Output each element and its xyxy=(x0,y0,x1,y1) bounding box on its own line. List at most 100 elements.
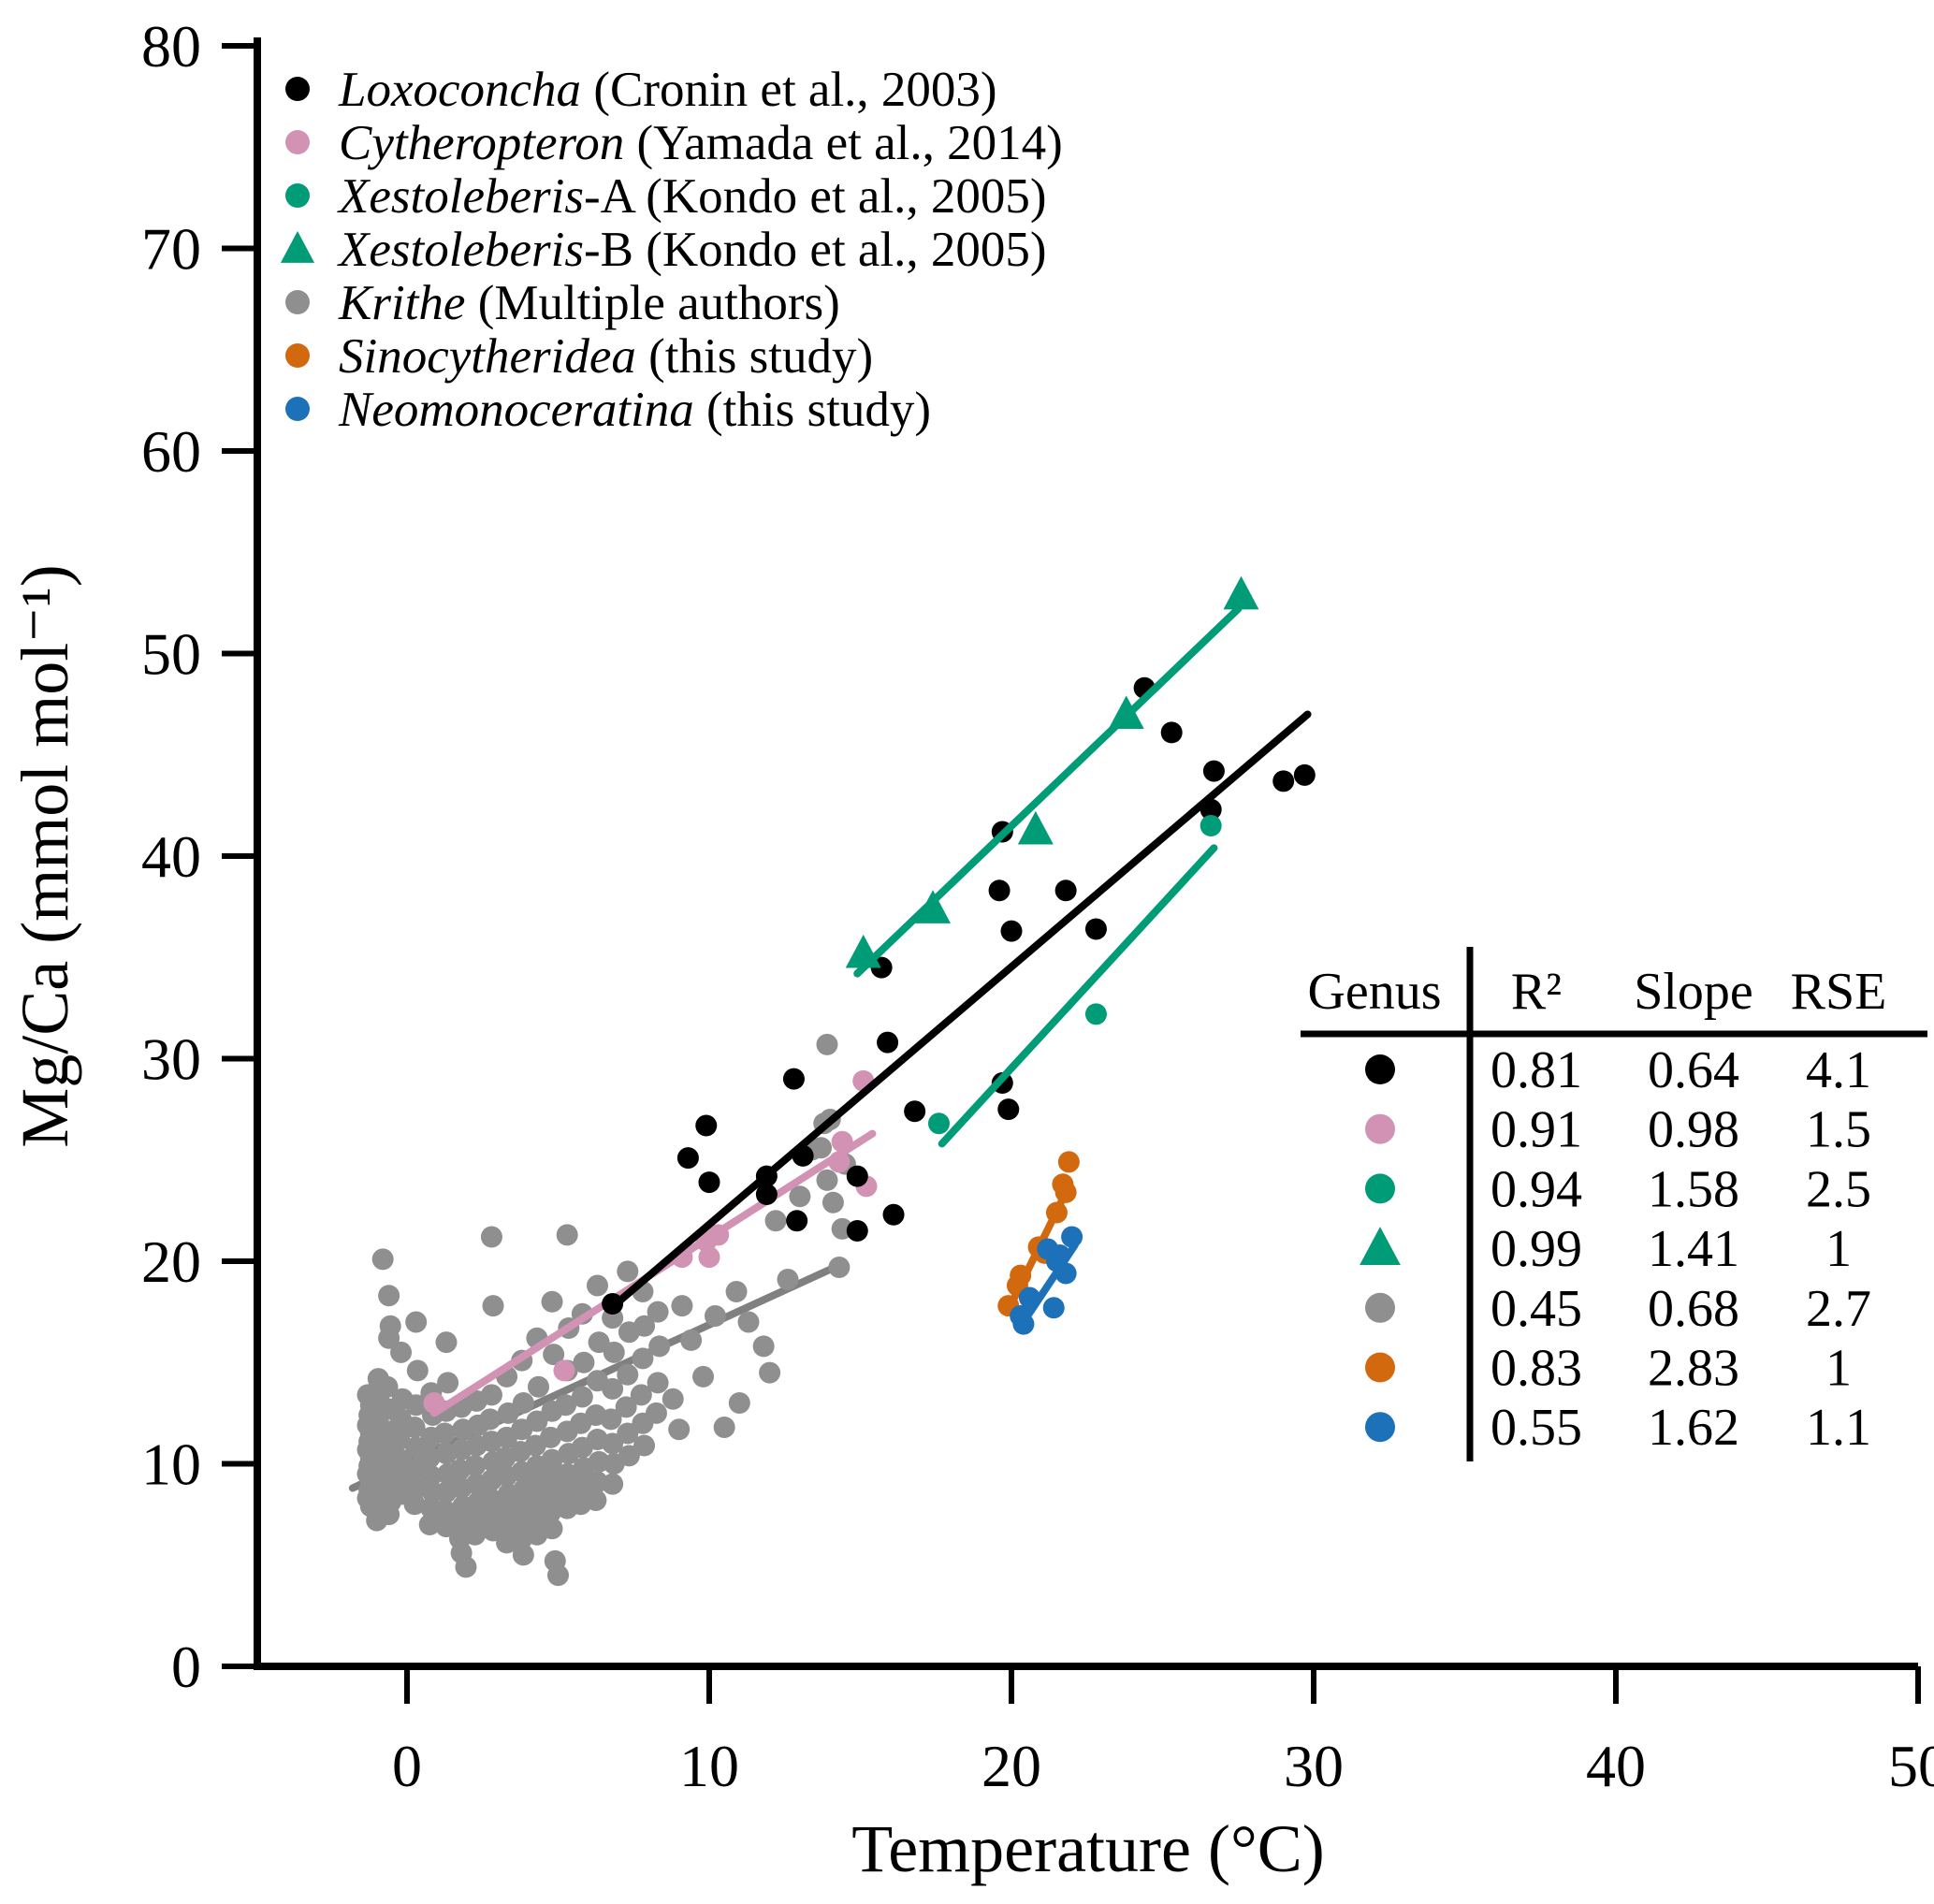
table-header-rse: RSE xyxy=(1791,963,1887,1021)
table-header-r2: R² xyxy=(1511,963,1562,1021)
data-point xyxy=(698,1246,720,1269)
axes: 0 10 20 30 40 50 0 10 20 30 40 50 60 70 80 xyxy=(141,13,1934,1799)
table-row-cytheropteron: 0.91 0.98 1.5 xyxy=(1365,1101,1871,1159)
legend: Loxoconcha (Cronin et al., 2003)Cytherop… xyxy=(280,63,1063,437)
data-point xyxy=(586,1274,608,1297)
data-point xyxy=(828,1256,851,1278)
legend-item-loxoconcha: Loxoconcha (Cronin et al., 2003) xyxy=(285,63,997,117)
table-row-loxoconcha: 0.81 0.64 4.1 xyxy=(1365,1041,1871,1099)
data-point xyxy=(1057,1151,1080,1173)
data-point-triangle xyxy=(1223,575,1259,610)
x-tick-label: 0 xyxy=(392,1733,422,1799)
data-point xyxy=(464,1455,487,1477)
data-point xyxy=(816,1033,838,1055)
data-point xyxy=(1200,798,1222,821)
data-point xyxy=(403,1417,426,1439)
data-point xyxy=(405,1311,428,1333)
y-tick-label: 30 xyxy=(141,1026,201,1093)
data-point xyxy=(603,1341,625,1363)
y-tick-label: 60 xyxy=(141,418,201,485)
data-point xyxy=(1010,1264,1032,1286)
data-point xyxy=(602,1473,624,1495)
data-point xyxy=(405,1476,428,1499)
data-point xyxy=(1084,1003,1107,1025)
table-cell-slope: 2.83 xyxy=(1648,1340,1739,1398)
table-cell-rse: 1.1 xyxy=(1806,1399,1871,1457)
data-point xyxy=(904,1100,926,1123)
data-point xyxy=(997,1098,1020,1121)
series-loxoconcha xyxy=(602,676,1316,1315)
data-point xyxy=(1293,763,1316,786)
data-point xyxy=(988,879,1011,902)
data-point xyxy=(541,1518,563,1540)
data-point xyxy=(556,1462,578,1485)
x-tick-label: 20 xyxy=(982,1733,1041,1799)
data-point xyxy=(1049,1244,1071,1267)
table-circle-marker-icon xyxy=(1365,1412,1395,1443)
regression-line-loxoconcha xyxy=(615,710,1312,1306)
x-tick-label: 30 xyxy=(1284,1733,1344,1799)
legend-label: Krithe (Multiple authors) xyxy=(338,276,840,330)
data-point xyxy=(737,1311,760,1333)
data-point xyxy=(828,1151,851,1173)
y-tick-label: 0 xyxy=(171,1634,201,1700)
data-point xyxy=(555,1394,577,1417)
data-point xyxy=(617,1422,639,1445)
data-point xyxy=(810,1137,833,1159)
data-point xyxy=(437,1372,459,1394)
legend-circle-marker-icon xyxy=(285,343,310,368)
table-cell-slope: 0.68 xyxy=(1648,1280,1739,1338)
data-point xyxy=(541,1290,563,1313)
data-point xyxy=(528,1375,550,1398)
data-point xyxy=(1084,918,1107,940)
legend-circle-marker-icon xyxy=(285,183,310,208)
table-row-neomonoceratina: 0.55 1.62 1.1 xyxy=(1365,1399,1871,1457)
data-point xyxy=(588,1331,610,1354)
legend-label: Sinocytheridea (this study) xyxy=(339,329,873,384)
legend-item-cytheropteron: Cytheropteron (Yamada et al., 2014) xyxy=(285,116,1063,170)
legend-circle-marker-icon xyxy=(285,130,310,154)
data-point xyxy=(752,1335,775,1358)
data-point xyxy=(555,1481,577,1504)
data-point xyxy=(755,1184,778,1206)
data-point-triangle xyxy=(915,890,952,923)
y-tick-label: 40 xyxy=(141,823,201,890)
data-point xyxy=(433,1422,456,1445)
table-triangle-marker-icon xyxy=(1360,1227,1401,1266)
data-point xyxy=(632,1347,654,1370)
legend-label: Xestoleberis-B (Kondo et al., 2005) xyxy=(337,223,1047,277)
data-point xyxy=(792,1144,814,1167)
table-cell-r2: 0.94 xyxy=(1490,1160,1582,1218)
table-row-krithe: 0.45 0.68 2.7 xyxy=(1365,1280,1871,1338)
legend-label: Xestoleberis-A (Kondo et al., 2005) xyxy=(337,169,1047,224)
data-point xyxy=(482,1295,504,1317)
table-cell-r2: 0.91 xyxy=(1490,1101,1582,1159)
y-tick-label: 80 xyxy=(141,13,201,80)
data-point xyxy=(846,1220,868,1243)
legend-item-xestoleberis-B: Xestoleberis-B (Kondo et al., 2005) xyxy=(280,223,1047,277)
table-cell-rse: 4.1 xyxy=(1806,1041,1871,1099)
series-krithe xyxy=(348,1033,856,1587)
data-point xyxy=(455,1556,477,1578)
legend-item-neomonoceratina: Neomonoceratina (this study) xyxy=(285,383,931,437)
data-point xyxy=(671,1295,693,1317)
data-series xyxy=(348,575,1316,1587)
data-point xyxy=(882,1203,905,1226)
data-point xyxy=(435,1331,458,1354)
data-point xyxy=(698,1171,720,1194)
table-circle-marker-icon xyxy=(1365,1352,1395,1383)
data-point xyxy=(1000,920,1023,942)
data-point xyxy=(1045,1201,1068,1224)
table-cell-rse: 1 xyxy=(1825,1220,1852,1278)
table-cell-r2: 0.83 xyxy=(1490,1340,1582,1398)
data-point xyxy=(633,1315,656,1337)
data-point xyxy=(648,1335,671,1358)
legend-item-krithe: Krithe (Multiple authors) xyxy=(285,276,840,330)
data-point xyxy=(695,1114,718,1137)
data-point xyxy=(418,1513,441,1535)
data-point xyxy=(759,1361,781,1384)
data-point xyxy=(512,1544,534,1566)
y-tick-label: 50 xyxy=(141,621,201,688)
data-point xyxy=(423,1392,445,1415)
data-point xyxy=(668,1418,691,1441)
